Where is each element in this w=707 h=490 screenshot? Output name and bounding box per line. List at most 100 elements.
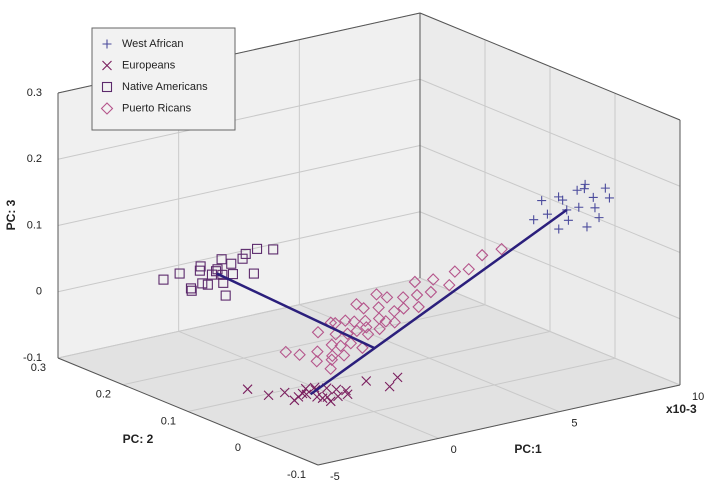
- data-point: [185, 283, 197, 294]
- data-point: [263, 390, 274, 401]
- data-point: [202, 279, 213, 290]
- data-point: [582, 222, 592, 232]
- data-point: [240, 248, 251, 259]
- data-point: [448, 265, 462, 278]
- z-tick-label: 0: [36, 286, 42, 298]
- data-point: [380, 291, 394, 304]
- x-tick-label: 5: [571, 418, 577, 430]
- data-point: [542, 209, 552, 219]
- data-point: [311, 325, 325, 339]
- data-point: [554, 224, 564, 234]
- data-point: [379, 315, 393, 328]
- data-point: [326, 349, 339, 363]
- data-point: [426, 273, 440, 286]
- data-point: [360, 321, 373, 334]
- data-point: [563, 215, 573, 225]
- y-tick-label: 0.1: [161, 415, 176, 427]
- grid-line: [57, 277, 421, 359]
- data-point: [590, 203, 600, 213]
- data-point: [495, 242, 508, 256]
- data-point: [361, 376, 372, 386]
- axis-edge: [419, 12, 681, 121]
- data-point: [412, 300, 425, 314]
- data-point: [604, 193, 614, 203]
- data-point: [197, 278, 208, 289]
- x-tick-label: 10: [692, 391, 704, 403]
- x-tick-label: -5: [330, 471, 340, 483]
- data-point: [220, 290, 231, 301]
- data-point: [397, 302, 410, 315]
- z-tick-label: 0.3: [27, 87, 42, 99]
- data-point: [384, 381, 395, 392]
- data-point: [339, 314, 352, 327]
- grid-line: [57, 78, 421, 160]
- data-point: [600, 183, 610, 193]
- data-point: [334, 339, 347, 353]
- data-point: [387, 305, 401, 318]
- data-point: [248, 268, 259, 279]
- data-point: [310, 354, 324, 368]
- data-point: [216, 254, 227, 265]
- data-point: [361, 327, 375, 341]
- data-point: [325, 396, 336, 407]
- z-tick-label: 0.1: [27, 219, 42, 231]
- data-point: [529, 215, 539, 225]
- data-point: [227, 269, 238, 280]
- y-axis-label: PC: 2: [123, 432, 154, 446]
- data-point: [408, 275, 422, 289]
- legend-label: Native Americans: [122, 81, 208, 93]
- x-axis-label: PC:1: [514, 442, 542, 456]
- z-tick-label: -0.1: [23, 352, 42, 364]
- y-tick-label: -0.1: [287, 469, 306, 481]
- data-point: [279, 387, 290, 398]
- data-point: [350, 297, 363, 311]
- grid-line: [57, 211, 421, 293]
- legend-label: West African: [122, 38, 184, 50]
- grid-line: [122, 304, 486, 386]
- data-point: [372, 312, 386, 325]
- data-point: [350, 324, 364, 338]
- axis-edge: [317, 384, 681, 466]
- data-point: [279, 345, 293, 359]
- grid-line: [187, 331, 551, 412]
- data-point: [396, 291, 410, 304]
- grid-line: [419, 78, 681, 187]
- y-tick-label: 0: [235, 442, 241, 454]
- data-point: [373, 322, 386, 336]
- data-point: [210, 266, 222, 277]
- data-point: [158, 274, 169, 285]
- data-point: [186, 285, 197, 296]
- data-point: [194, 265, 205, 276]
- data-point: [370, 288, 383, 301]
- data-point: [311, 345, 324, 358]
- legend-label: Puerto Ricans: [122, 102, 192, 114]
- data-point: [174, 268, 185, 279]
- x-axis-multiplier: x10-3: [666, 402, 697, 416]
- data-point: [242, 384, 253, 395]
- data-point: [588, 192, 598, 202]
- data-point: [293, 348, 306, 361]
- legend-label: Europeans: [122, 59, 176, 71]
- data-point: [337, 349, 351, 362]
- data-point: [324, 362, 337, 376]
- data-point: [372, 301, 385, 314]
- grid-line: [419, 145, 681, 253]
- legend-marker: [102, 60, 112, 71]
- legend-marker: [100, 102, 114, 115]
- data-point: [442, 278, 456, 292]
- data-point: [322, 392, 333, 403]
- data-point: [297, 388, 308, 399]
- data-point: [579, 184, 589, 194]
- data-point: [462, 262, 476, 276]
- grid-line: [419, 211, 681, 320]
- legend-box: [91, 27, 236, 131]
- grid-line: [252, 357, 616, 439]
- data-point: [341, 385, 351, 396]
- data-point: [218, 277, 229, 288]
- data-point: [537, 196, 547, 206]
- data-point: [331, 384, 342, 395]
- z-axis-label: PC: 3: [4, 199, 18, 230]
- connector-line: [216, 272, 376, 350]
